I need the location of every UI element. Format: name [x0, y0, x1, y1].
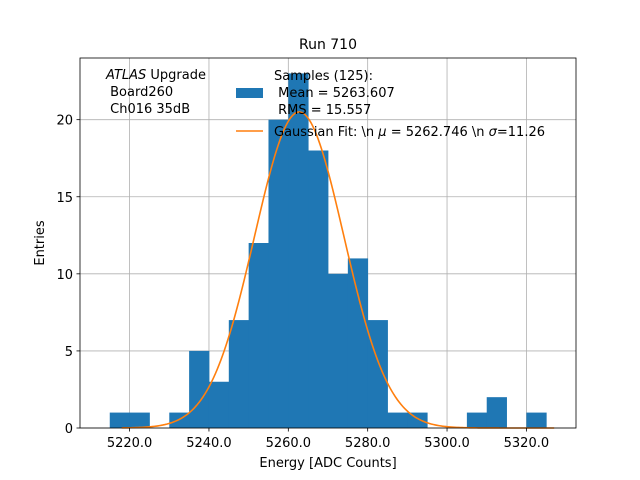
x-tick-label: 5320.0: [504, 436, 550, 451]
histogram-bar: [109, 412, 130, 428]
histogram-bar: [308, 150, 329, 428]
x-tick-label: 5260.0: [266, 436, 312, 451]
histogram-bar: [367, 320, 388, 428]
legend-histogram-label-1: Samples (125):: [274, 69, 373, 84]
annotation-atlas: ATLAS: [105, 68, 146, 83]
legend-fit-mu-value: = 5262.746 \n: [387, 125, 489, 140]
plot-frame: [79, 57, 577, 429]
annotation-upgrade: Upgrade: [146, 68, 206, 83]
legend-fit-mu-symbol: μ: [377, 125, 386, 140]
histogram-bar: [189, 350, 210, 428]
y-axis-label: Entries: [33, 220, 48, 266]
legend-fit-prefix: Gaussian Fit: \n: [274, 125, 378, 140]
histogram-bar: [347, 258, 369, 428]
histogram-bar: [288, 73, 309, 429]
histogram-bars: [109, 73, 547, 429]
y-tick-label: 15: [56, 191, 73, 206]
legend-histogram-patch: [236, 88, 263, 98]
x-tick-label: 5240.0: [186, 436, 232, 451]
histogram-bar: [466, 412, 488, 428]
histogram-bar: [407, 412, 428, 428]
y-axis-ticks: 0 5 10 15 20: [56, 114, 80, 437]
atlas-annotation: ATLAS Upgrade Board260 Ch016 35dB: [105, 68, 206, 117]
legend-fit-label: Gaussian Fit: \n μ = 5262.746 \n σ=11.26: [274, 125, 545, 140]
x-axis-label: Energy [ADC Counts]: [259, 456, 396, 471]
x-tick-label: 5280.0: [345, 436, 391, 451]
legend-fit-sigma-value: =11.26: [497, 125, 545, 140]
histogram-bar: [248, 243, 269, 428]
legend: Samples (125): Mean = 5263.607 RMS = 15.…: [236, 69, 545, 140]
y-tick-label: 5: [65, 345, 73, 360]
y-tick-label: 10: [56, 268, 73, 283]
annotation-line-1: ATLAS Upgrade: [105, 68, 206, 83]
y-tick-label: 0: [65, 422, 73, 437]
x-tick-label: 5300.0: [424, 436, 470, 451]
chart-title: Run 710: [299, 37, 357, 53]
histogram-bar: [486, 397, 507, 428]
histogram-bar: [129, 412, 150, 428]
x-tick-label: 5220.0: [107, 436, 153, 451]
legend-fit-sigma-symbol: σ: [489, 125, 498, 140]
histogram-bar: [526, 412, 547, 428]
histogram-bar: [328, 273, 349, 428]
annotation-line-2: Board260: [106, 85, 173, 100]
legend-histogram-label-3: RMS = 15.557: [274, 103, 371, 118]
histogram-bar: [268, 119, 289, 429]
histogram-bar: [208, 381, 230, 428]
annotation-line-3: Ch016 35dB: [106, 102, 190, 117]
y-tick-label: 20: [56, 114, 73, 129]
legend-histogram-label-2: Mean = 5263.607: [274, 86, 395, 101]
histogram-bar: [387, 412, 408, 428]
x-axis-ticks: 5220.0 5240.0 5260.0 5280.0 5300.0 5320.0: [107, 428, 549, 451]
histogram-bar: [228, 320, 250, 428]
